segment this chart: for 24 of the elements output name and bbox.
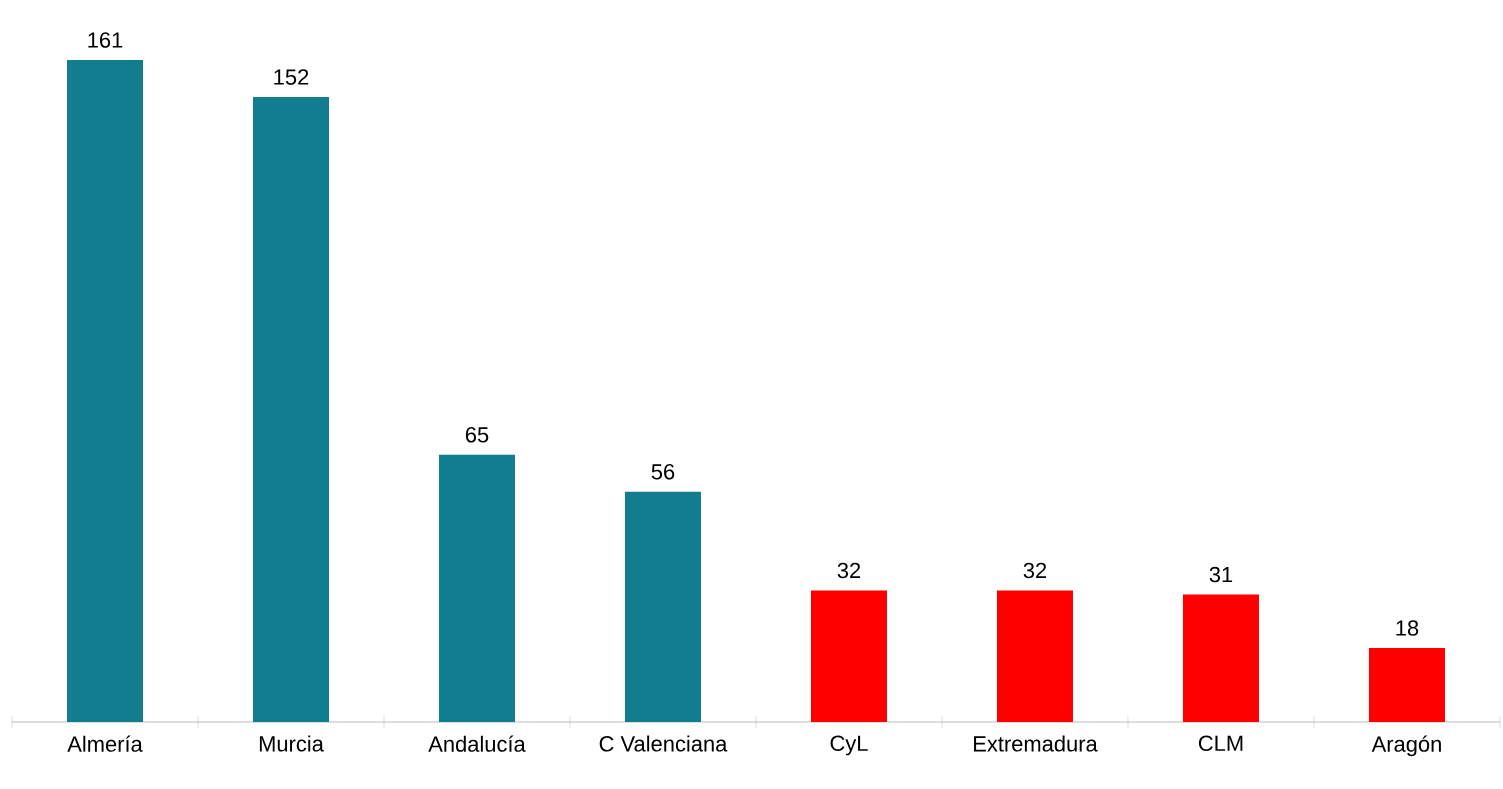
data-label: 32 <box>837 562 861 579</box>
data-label: 65 <box>465 427 489 443</box>
x-tick-label: Almería <box>67 735 143 752</box>
bar <box>438 454 515 722</box>
bar <box>810 590 887 722</box>
x-tick-label: C Valenciana <box>599 735 728 752</box>
data-label: 56 <box>651 464 675 480</box>
data-label: 161 <box>88 32 123 48</box>
x-tick-label: Murcia <box>259 735 324 752</box>
x-tick-label: CyL <box>830 735 868 756</box>
data-label: 31 <box>1209 566 1233 583</box>
data-label: 152 <box>274 69 309 85</box>
bar <box>624 491 701 722</box>
x-tick-label: Aragón <box>1371 735 1441 757</box>
bar <box>996 590 1073 722</box>
x-tick-label: Andalucía <box>428 735 526 752</box>
data-label: 32 <box>1023 562 1047 579</box>
bar <box>1368 647 1445 722</box>
bar <box>252 97 329 722</box>
data-label: 18 <box>1396 620 1419 636</box>
bar <box>67 59 143 722</box>
bar <box>1182 594 1259 722</box>
x-tick-label: Extremadura <box>974 735 1098 752</box>
x-tick-label: CLM <box>1198 735 1243 752</box>
